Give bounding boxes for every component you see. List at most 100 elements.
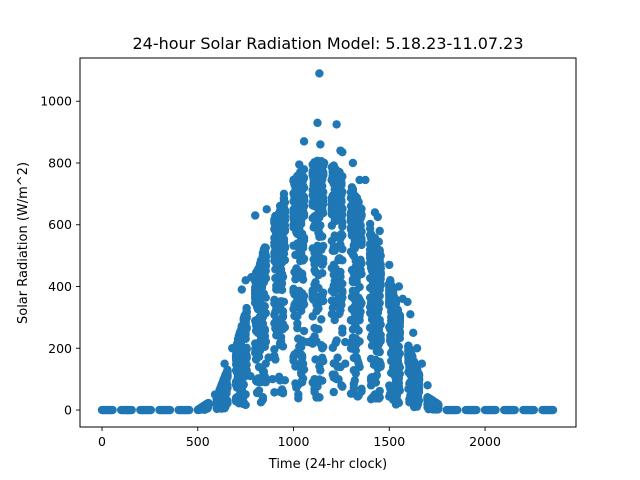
- data-point: [319, 158, 329, 168]
- data-point: [261, 293, 270, 302]
- data-point: [371, 378, 381, 387]
- data-point: [333, 362, 342, 371]
- data-point: [280, 323, 290, 332]
- data-point: [336, 272, 345, 282]
- data-point: [403, 297, 412, 307]
- data-point: [279, 297, 289, 306]
- data-point: [316, 221, 325, 230]
- data-point: [239, 380, 248, 389]
- data-point: [376, 334, 385, 343]
- data-point: [272, 325, 281, 334]
- data-points: [97, 69, 558, 415]
- data-point: [228, 344, 237, 353]
- data-point: [376, 281, 385, 290]
- data-point: [241, 400, 250, 410]
- data-point: [223, 396, 232, 406]
- data-point: [298, 359, 308, 368]
- data-point: [361, 175, 370, 185]
- data-point: [280, 198, 290, 207]
- data-point: [412, 344, 422, 353]
- data-point: [317, 340, 326, 350]
- data-point: [278, 312, 288, 321]
- data-point: [242, 360, 251, 369]
- data-point: [294, 390, 303, 399]
- data-point: [280, 376, 290, 385]
- x-tick-label: 1000: [278, 434, 310, 449]
- data-point: [354, 359, 363, 368]
- data-point: [210, 390, 220, 399]
- data-point: [529, 405, 539, 415]
- data-point: [406, 310, 415, 319]
- data-point: [329, 387, 338, 397]
- data-point: [146, 405, 156, 415]
- data-point: [357, 210, 366, 220]
- data-point: [299, 137, 309, 146]
- data-point: [223, 366, 232, 376]
- data-point: [357, 237, 366, 247]
- data-point: [316, 140, 325, 149]
- data-point: [417, 359, 427, 368]
- data-point: [127, 405, 136, 415]
- data-point: [318, 232, 327, 241]
- x-axis-label: Time (24-hr clock): [268, 457, 387, 472]
- data-point: [261, 251, 270, 260]
- data-point: [260, 302, 269, 311]
- data-point: [338, 204, 347, 214]
- data-point: [414, 374, 424, 384]
- data-point: [338, 172, 347, 181]
- data-point: [375, 386, 384, 396]
- data-point: [299, 173, 309, 183]
- data-point: [338, 279, 347, 288]
- data-point: [337, 197, 346, 207]
- data-point: [375, 393, 384, 402]
- data-point: [298, 374, 308, 383]
- data-point: [262, 205, 271, 214]
- data-point: [261, 378, 270, 387]
- data-point: [332, 374, 341, 384]
- y-tick-label: 800: [48, 155, 72, 170]
- data-point: [319, 288, 328, 297]
- data-point: [316, 366, 325, 375]
- data-point: [278, 272, 288, 282]
- y-tick-label: 200: [48, 341, 72, 356]
- data-point: [317, 315, 326, 324]
- data-point: [254, 386, 264, 395]
- data-point: [258, 393, 268, 402]
- data-point: [394, 342, 404, 351]
- data-point: [299, 183, 309, 192]
- data-point: [341, 359, 350, 368]
- data-point: [261, 308, 270, 318]
- data-point: [264, 353, 273, 362]
- data-point: [357, 384, 366, 394]
- data-point: [375, 291, 384, 301]
- data-point: [261, 260, 270, 269]
- data-point: [242, 314, 251, 323]
- data-point: [354, 326, 363, 335]
- data-point: [395, 329, 405, 338]
- data-point: [241, 276, 250, 285]
- data-point: [395, 363, 405, 372]
- data-point: [280, 242, 290, 251]
- data-point: [318, 376, 327, 385]
- data-point: [314, 304, 323, 313]
- data-point: [338, 244, 347, 254]
- data-point: [355, 175, 364, 185]
- data-point: [299, 326, 309, 336]
- data-point: [277, 285, 287, 295]
- data-point: [268, 374, 277, 384]
- data-point: [261, 266, 270, 275]
- x-tick-label: 500: [186, 434, 210, 449]
- data-point: [472, 405, 481, 415]
- data-point: [318, 268, 327, 278]
- data-point: [278, 342, 288, 351]
- y-tick-label: 1000: [40, 94, 72, 109]
- data-point: [289, 356, 298, 365]
- data-point: [376, 269, 385, 279]
- data-point: [261, 243, 270, 253]
- data-point: [348, 158, 358, 168]
- data-point: [338, 256, 347, 265]
- data-point: [357, 227, 366, 236]
- data-point: [280, 255, 290, 265]
- data-point: [395, 369, 405, 379]
- data-point: [298, 243, 308, 253]
